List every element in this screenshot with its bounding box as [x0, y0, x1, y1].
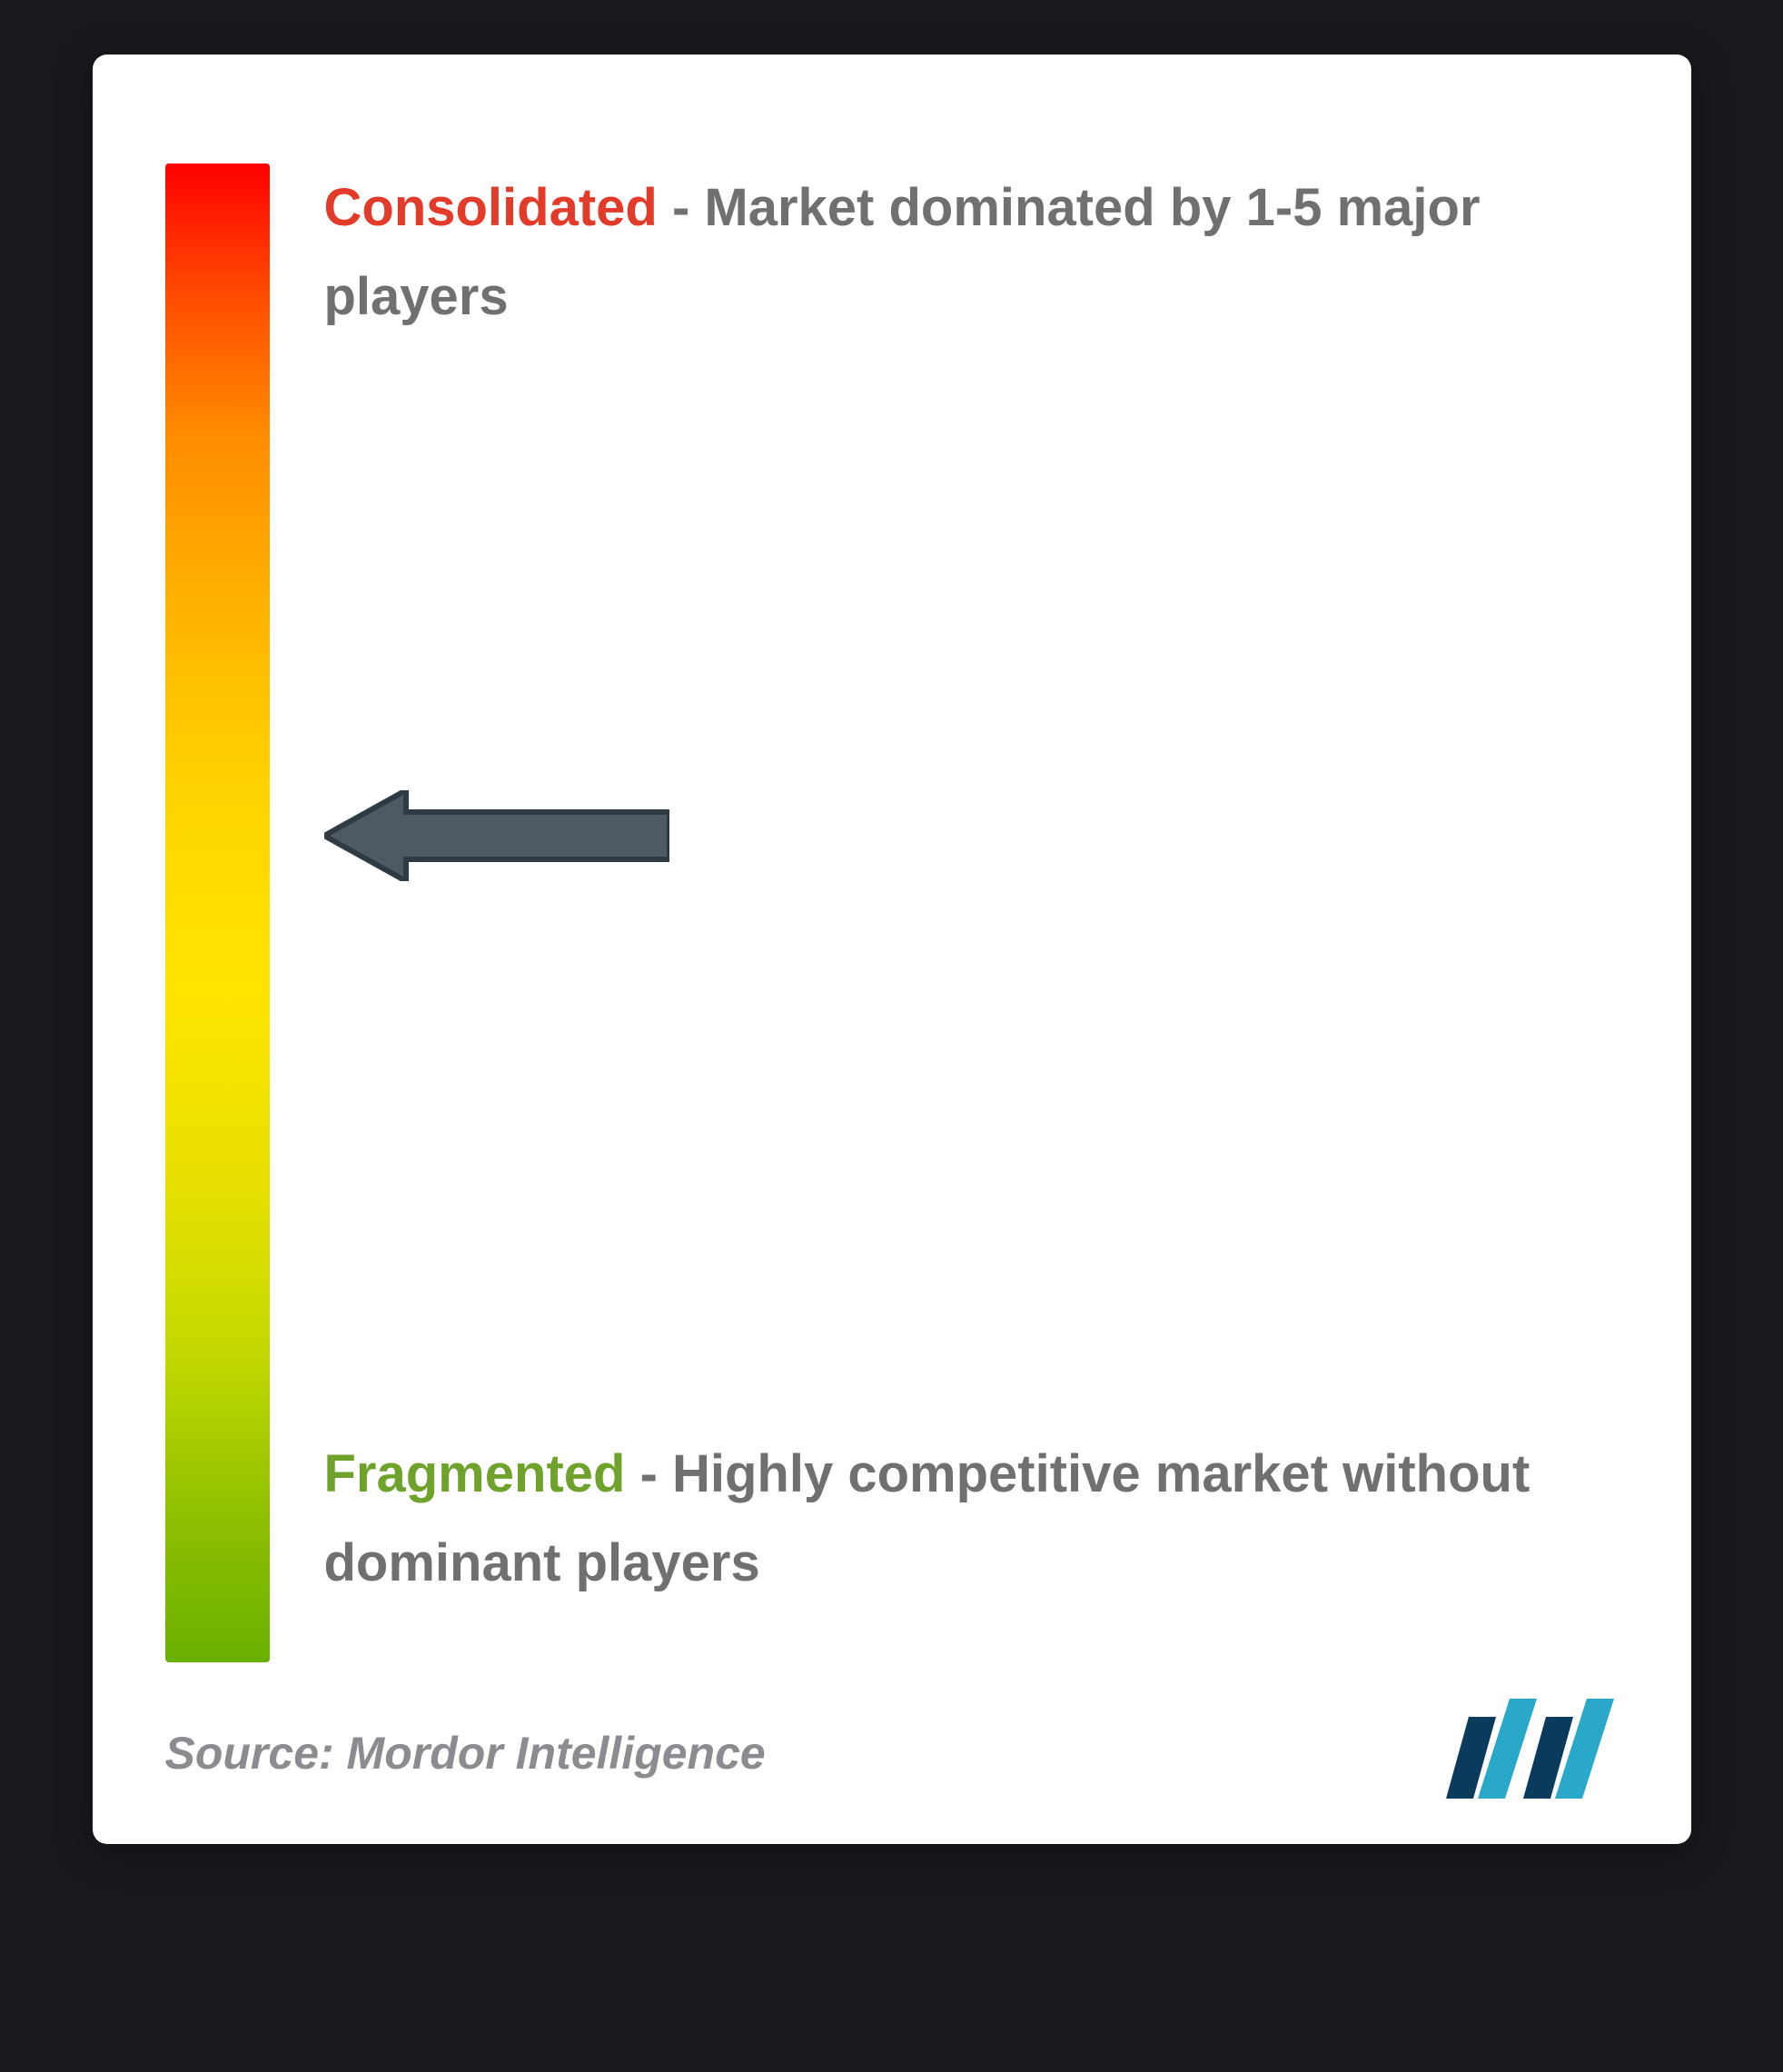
- arrow-left-icon: [324, 790, 669, 881]
- infographic-card: Consolidated - Market dominated by 1-5 m…: [93, 55, 1691, 1844]
- consolidated-term: Consolidated: [324, 178, 658, 237]
- concentration-scale-bar: [165, 164, 270, 1662]
- body-row: Consolidated - Market dominated by 1-5 m…: [165, 164, 1619, 1662]
- source-attribution: Source: Mordor Intelligence: [165, 1727, 766, 1780]
- fragmented-term: Fragmented: [324, 1444, 626, 1503]
- arrow-path: [324, 790, 669, 881]
- content-column: Consolidated - Market dominated by 1-5 m…: [324, 164, 1619, 1662]
- scale-column: [165, 164, 270, 1662]
- mordor-logo-icon: [1437, 1699, 1619, 1808]
- consolidated-label: Consolidated - Market dominated by 1-5 m…: [324, 164, 1582, 342]
- position-arrow: [324, 790, 669, 881]
- fragmented-label: Fragmented - Highly competitive market w…: [324, 1430, 1582, 1608]
- footer-row: Source: Mordor Intelligence: [165, 1699, 1619, 1808]
